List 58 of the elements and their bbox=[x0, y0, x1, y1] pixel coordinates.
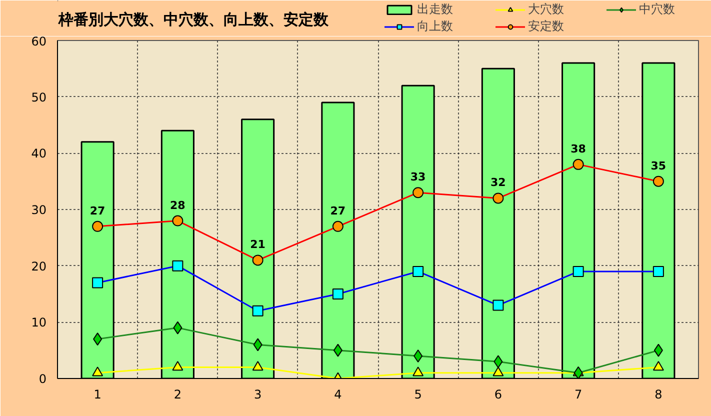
x-tick-label: 4 bbox=[334, 388, 342, 402]
point bbox=[332, 288, 344, 300]
y-tick-label: 50 bbox=[31, 90, 47, 104]
legend-label: 向上数 bbox=[417, 18, 454, 35]
point bbox=[492, 366, 504, 376]
point bbox=[414, 349, 423, 362]
point bbox=[172, 215, 184, 226]
data-label: 32 bbox=[490, 176, 506, 190]
point bbox=[572, 266, 584, 277]
point bbox=[654, 344, 663, 357]
x-tick-label: 2 bbox=[174, 388, 182, 402]
x-tick-label: 6 bbox=[494, 388, 502, 402]
data-label: 27 bbox=[330, 204, 346, 218]
point bbox=[494, 355, 503, 368]
point bbox=[252, 254, 264, 266]
point bbox=[412, 266, 424, 277]
legend-label: 中穴数 bbox=[639, 1, 676, 18]
y-tick-label: 30 bbox=[31, 203, 47, 217]
chart-title: 枠番別大穴数、中穴数、向上数、安定数 bbox=[58, 10, 330, 28]
legend-label: 安定数 bbox=[528, 18, 565, 35]
y-tick-label: 20 bbox=[31, 259, 47, 274]
y-tick-label: 60 bbox=[31, 34, 47, 48]
legend-label: 出走数 bbox=[417, 1, 454, 18]
x-tick-label: 8 bbox=[654, 388, 662, 402]
y-tick-label: 40 bbox=[31, 146, 47, 161]
data-label: 27 bbox=[90, 204, 106, 218]
point bbox=[572, 158, 584, 170]
point bbox=[93, 332, 102, 346]
point bbox=[92, 220, 104, 232]
x-tick-label: 3 bbox=[254, 388, 262, 402]
data-label: 33 bbox=[410, 170, 426, 184]
point bbox=[332, 220, 344, 232]
point bbox=[252, 360, 264, 371]
x-tick-label: 7 bbox=[574, 388, 582, 402]
point bbox=[253, 338, 262, 352]
data-label: 38 bbox=[570, 142, 586, 156]
point bbox=[412, 187, 424, 198]
point bbox=[172, 360, 184, 371]
x-tick-label: 5 bbox=[414, 388, 422, 402]
point bbox=[173, 321, 182, 334]
point bbox=[412, 366, 424, 376]
point bbox=[492, 300, 504, 311]
x-tick-label: 1 bbox=[94, 388, 102, 402]
point bbox=[172, 260, 184, 272]
legend-label: 大穴数 bbox=[528, 1, 565, 18]
point bbox=[492, 192, 504, 204]
data-label: 35 bbox=[650, 159, 666, 172]
point bbox=[652, 176, 664, 187]
point bbox=[333, 344, 342, 357]
y-tick-label: 0 bbox=[38, 372, 47, 386]
point bbox=[652, 266, 664, 277]
data-label: 21 bbox=[250, 238, 266, 252]
data-label: 28 bbox=[170, 198, 186, 212]
point bbox=[252, 305, 264, 316]
point bbox=[92, 277, 104, 288]
point bbox=[652, 360, 664, 371]
point bbox=[92, 366, 104, 376]
y-tick-label: 10 bbox=[31, 316, 47, 330]
